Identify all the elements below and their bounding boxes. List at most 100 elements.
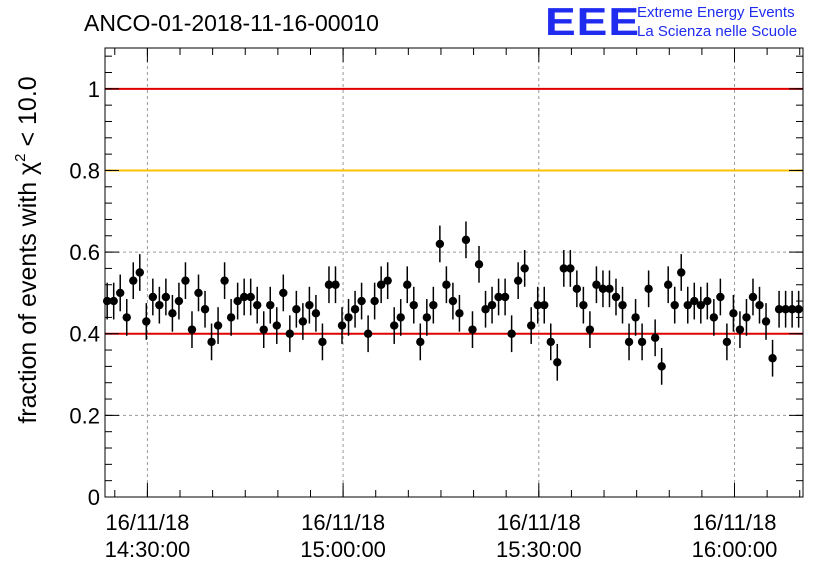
data-point [285, 329, 295, 338]
x-tick-label-time: 14:30:00 [105, 537, 191, 562]
data-point [416, 337, 425, 347]
data-point [455, 309, 464, 318]
logo-line-1: Extreme Energy Events [637, 4, 795, 21]
data-point [598, 284, 608, 294]
data-point [618, 300, 627, 310]
y-axis-label: fraction of events with χ2 < 10.0 [12, 76, 42, 423]
data-point [318, 337, 327, 347]
data-point [500, 292, 510, 302]
data-point [207, 337, 216, 347]
data-point [226, 313, 236, 322]
data-point [422, 313, 432, 322]
data-point [761, 317, 771, 326]
data-point [266, 300, 275, 310]
data-point [474, 260, 484, 269]
chart-title: ANCO-01-2018-11-16-00010 [84, 10, 379, 36]
data-point [755, 300, 764, 310]
data-point [644, 284, 653, 294]
data-point [637, 337, 647, 347]
data-point [677, 268, 686, 277]
data-point [540, 300, 549, 310]
data-point [259, 325, 268, 334]
y-tick-label: 0 [88, 485, 100, 510]
data-point [774, 305, 784, 314]
data-point [298, 317, 308, 326]
data-point [409, 300, 418, 310]
y-label-prefix: fraction of events with [14, 175, 42, 424]
data-point [357, 296, 366, 306]
data-point [670, 300, 679, 310]
data-point [161, 292, 171, 302]
data-point [239, 292, 249, 302]
data-point [690, 296, 699, 306]
x-tick-label-time: 15:00:00 [300, 537, 386, 562]
data-point [683, 300, 692, 310]
data-point [337, 321, 347, 330]
y-tick-label: 0.4 [69, 322, 100, 347]
y-tick-label: 0.6 [69, 240, 100, 265]
data-point [696, 300, 706, 310]
data-point [344, 313, 353, 322]
data-point [487, 300, 497, 310]
data-point [311, 309, 321, 318]
x-axis: 16/11/1814:30:0016/11/1815:00:0016/11/18… [105, 48, 801, 562]
data-point [520, 264, 529, 273]
data-point [435, 239, 445, 249]
data-point [194, 288, 203, 298]
data-point [722, 337, 732, 347]
data-point [142, 317, 151, 326]
data-point [533, 300, 542, 310]
y-tick-label: 0.2 [69, 403, 100, 428]
data-point [403, 280, 412, 289]
y-label-suffix: < 10.0 [14, 76, 42, 153]
data-point [376, 280, 386, 289]
data-point [187, 325, 197, 334]
data-point [331, 280, 340, 289]
data-points [102, 221, 803, 385]
data-point [507, 329, 516, 338]
data-point [220, 276, 229, 285]
x-tick-label-date: 16/11/18 [105, 510, 189, 535]
data-point [579, 300, 588, 310]
data-point [631, 313, 640, 322]
data-point [272, 321, 281, 330]
data-point [572, 284, 582, 294]
data-point [383, 276, 392, 285]
data-point [624, 337, 634, 347]
data-point [292, 305, 301, 314]
data-point [566, 264, 575, 273]
reference-lines [105, 87, 803, 335]
y-tick-label: 1 [88, 77, 100, 102]
data-point [233, 296, 242, 306]
data-point [553, 358, 562, 367]
plot-frame [104, 47, 804, 498]
data-point [468, 325, 477, 334]
data-point [513, 276, 523, 285]
logo-line-2: La Scienza nelle Scuole [637, 23, 798, 40]
data-point [735, 325, 745, 334]
data-point [396, 313, 405, 322]
data-point [429, 300, 438, 310]
y-axis: 0 0.2 0.4 0.6 0.8 1 [69, 55, 803, 510]
data-point [109, 296, 118, 306]
y-label-chi: χ [14, 162, 42, 175]
data-point [200, 305, 210, 314]
data-point [174, 296, 184, 306]
data-point [657, 362, 666, 371]
data-point [116, 288, 125, 298]
data-point [703, 296, 712, 306]
data-point [461, 235, 471, 245]
data-point [592, 280, 601, 289]
data-point [605, 284, 614, 294]
data-point [350, 305, 360, 314]
eee-logo-text: Extreme Energy Events La Scienza nelle S… [637, 3, 797, 41]
data-point [650, 333, 660, 343]
data-point [363, 329, 373, 338]
data-point [246, 292, 255, 302]
data-point [129, 276, 138, 285]
data-point [787, 305, 797, 314]
y-tick-label: 0.8 [69, 158, 100, 183]
data-point [155, 300, 164, 310]
data-point [494, 292, 503, 302]
